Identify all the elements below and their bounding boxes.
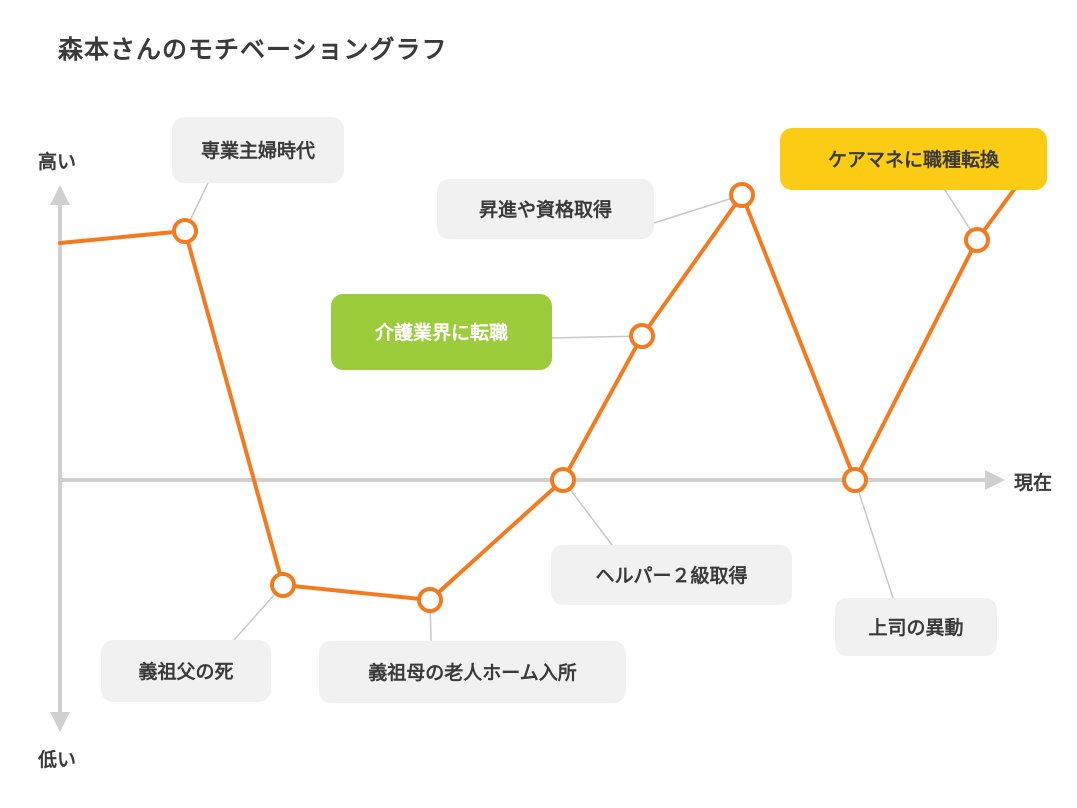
y-axis-bottom-label: 低い [37,748,76,771]
event-label-text: 介護業界に転職 [374,321,508,344]
y-axis-arrow-up [50,185,70,205]
chart-title: 森本さんのモチベーショングラフ [58,35,448,64]
event-label-box [101,640,271,702]
event-label-box [331,294,552,370]
event-label-text: 義祖母の老人ホーム入所 [368,661,576,684]
leader-line [653,194,743,224]
event-label: 専業主婦時代 [172,117,344,183]
y-axis-top-label: 高い [38,150,76,173]
event-label: 義祖父の死 [101,640,271,702]
event-label-text: 専業主婦時代 [201,139,315,162]
data-point-marker [842,467,868,493]
event-label: ヘルパー２級取得 [551,545,792,605]
event-label-box [780,128,1047,190]
event-label-box [172,117,344,183]
x-axis-end-label: 現在 [1014,471,1052,494]
data-points [172,182,990,613]
event-label-text: ケアマネに職種転換 [828,148,1000,171]
event-label-box [835,598,997,656]
x-axis-arrow [985,470,1005,490]
event-label: 上司の異動 [835,598,997,656]
event-label-text: 昇進や資格取得 [479,198,612,221]
data-point-marker [550,467,576,493]
event-label-box [551,545,792,605]
data-point-marker [270,572,296,598]
event-label-box [319,641,626,703]
data-point-marker [964,227,990,253]
leader-line [854,479,894,599]
data-point-marker [629,323,655,349]
leader-line [562,479,613,546]
event-label-text: ヘルパー２級取得 [595,564,747,587]
data-point-marker [417,587,443,613]
data-point-marker [172,218,198,244]
series-line [58,148,1045,602]
event-label-text: 上司の異動 [868,617,963,639]
leader-line [551,335,643,339]
event-label: 昇進や資格取得 [437,179,654,239]
event-label-text: 義祖父の死 [138,660,233,683]
y-axis-arrow-down [50,712,70,732]
event-label: 介護業界に転職 [331,294,552,370]
event-label: ケアマネに職種転換 [780,128,1047,190]
data-point-marker [729,182,755,208]
event-label: 義祖母の老人ホーム入所 [319,641,626,703]
motivation-line [58,148,1045,602]
event-label-box [437,179,654,239]
